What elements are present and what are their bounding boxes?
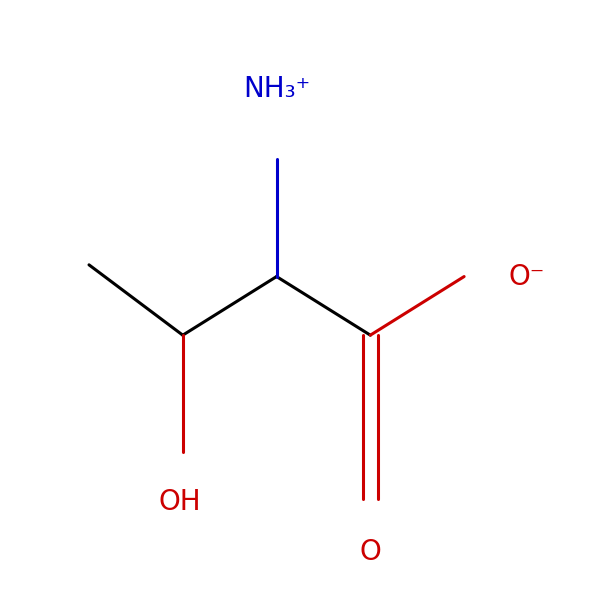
Text: O⁻: O⁻ <box>508 263 544 290</box>
Text: OH: OH <box>158 488 201 516</box>
Text: O: O <box>359 538 381 566</box>
Text: NH₃⁺: NH₃⁺ <box>243 75 310 103</box>
